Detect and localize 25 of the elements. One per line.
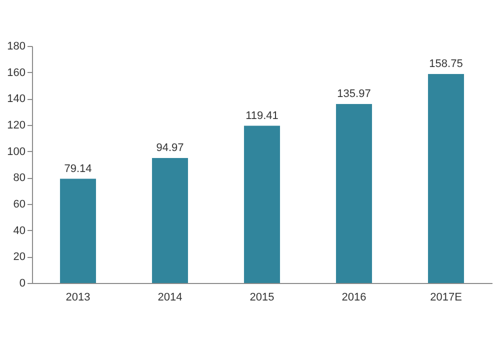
y-tick-label: 80: [13, 172, 26, 184]
bar: [152, 158, 188, 283]
data-label: 94.97: [156, 142, 184, 154]
bar: [244, 126, 280, 283]
x-tick-label: 2014: [158, 292, 182, 304]
bar: [60, 178, 96, 283]
x-tick-label: 2016: [342, 292, 366, 304]
data-label: 79.14: [64, 162, 92, 175]
x-tick-label: 2013: [66, 292, 90, 304]
y-tick-label: 120: [7, 120, 26, 132]
bar: [428, 74, 464, 283]
y-tick-label: 0: [19, 278, 26, 290]
y-tick-label: 160: [7, 66, 26, 79]
bar: [336, 104, 372, 283]
data-label: 119.41: [246, 110, 278, 122]
y-tick-label: 100: [7, 146, 26, 158]
x-tick-label: 2015: [250, 292, 274, 304]
y-tick-label: 180: [7, 40, 26, 52]
data-label: 135.97: [337, 88, 371, 100]
data-label: 158.75: [429, 58, 463, 70]
y-tick-label: 60: [13, 198, 26, 210]
x-tick-label: 2017E: [430, 292, 462, 304]
y-tick-label: 40: [13, 224, 26, 237]
y-tick-label: 20: [13, 251, 26, 264]
y-tick-label: 140: [7, 93, 26, 106]
